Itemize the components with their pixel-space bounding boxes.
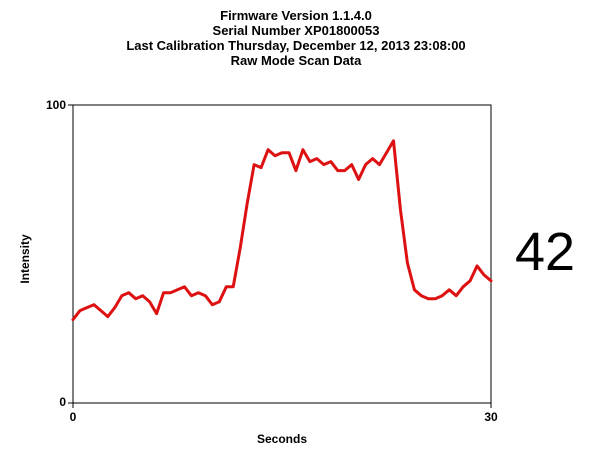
chart-title: Raw Mode Scan Data bbox=[230, 53, 362, 68]
last-calibration: Last Calibration Thursday, December 12, … bbox=[126, 38, 466, 53]
serial-number: Serial Number XP01800053 bbox=[212, 23, 380, 38]
firmware-version: Firmware Version 1.1.4.0 bbox=[220, 8, 372, 23]
x-tick-label: 30 bbox=[484, 410, 498, 424]
y-tick-label: 0 bbox=[59, 395, 66, 409]
x-tick-label: 0 bbox=[70, 410, 77, 424]
y-axis-label: Intensity bbox=[18, 234, 32, 284]
current-value-readout: 42 bbox=[515, 222, 576, 282]
x-axis-label: Seconds bbox=[257, 432, 307, 446]
y-tick-label: 100 bbox=[46, 98, 66, 112]
chart-header: Firmware Version 1.1.4.0 Serial Number X… bbox=[0, 8, 592, 68]
plot-area-frame bbox=[72, 104, 492, 404]
intensity-series-line bbox=[71, 139, 493, 322]
